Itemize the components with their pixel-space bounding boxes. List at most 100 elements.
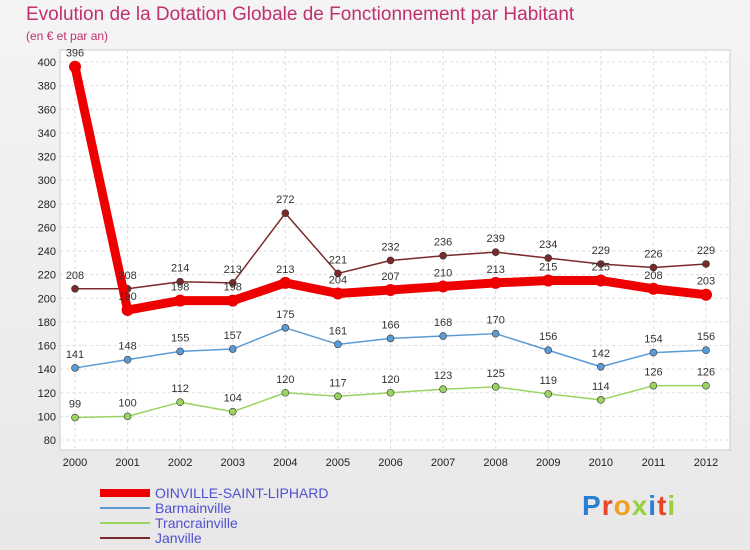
data-point-janville-2011 (649, 263, 658, 272)
data-point-janville-2009 (544, 254, 553, 262)
data-label-barmainville-2006: 166 (381, 319, 399, 331)
proxiti-logo: Proxiti (582, 490, 676, 522)
data-label-trancrainville-2001: 100 (118, 397, 136, 409)
y-tick-label-180: 180 (38, 317, 56, 329)
data-label-janville-2009: 234 (539, 239, 557, 251)
x-tick-label-2007: 2007 (431, 457, 455, 469)
y-tick-label-300: 300 (38, 175, 56, 187)
data-label-oinville-saint-liphard-2012: 203 (697, 276, 715, 288)
y-tick-label-260: 260 (38, 222, 56, 234)
data-label-barmainville-2012: 156 (697, 331, 715, 343)
y-axis: 80 100 120 140 160 180 200 220 240 260 280 300 320 34… (38, 57, 56, 447)
data-label-barmainville-2008: 170 (486, 315, 504, 327)
x-axis: 2000 2001 2002 2003 2004 2005 2006 2007 2008 2009… (63, 457, 718, 469)
data-label-trancrainville-2000: 99 (69, 399, 81, 411)
data-point-barmainville-2001 (123, 355, 132, 364)
data-point-oinville-saint-liphard-2006 (384, 283, 397, 296)
data-point-barmainville-2006 (386, 334, 395, 343)
x-tick-label-2006: 2006 (378, 457, 402, 469)
x-tick-label-2005: 2005 (326, 457, 350, 469)
data-point-oinville-saint-liphard-2003 (226, 294, 239, 307)
data-label-trancrainville-2004: 120 (276, 374, 294, 386)
data-point-barmainville-2008 (491, 329, 500, 338)
data-label-trancrainville-2005: 117 (329, 377, 347, 389)
legend-label-oinville-saint-liphard: OINVILLE-SAINT-LIPHARD (155, 485, 329, 501)
x-tick-label-2009: 2009 (536, 457, 560, 469)
y-tick-label-320: 320 (38, 152, 56, 164)
plot-area (59, 49, 731, 451)
data-point-oinville-saint-liphard-2004 (279, 276, 292, 289)
x-tick-label-2001: 2001 (115, 457, 139, 469)
data-point-oinville-saint-liphard-2010 (594, 274, 607, 287)
data-label-janville-2007: 236 (434, 237, 452, 249)
data-label-barmainville-2003: 157 (224, 330, 242, 342)
data-label-trancrainville-2009: 119 (539, 375, 557, 387)
data-point-trancrainville-2000 (71, 413, 79, 422)
data-point-barmainville-2012 (702, 346, 710, 355)
y-tick-label-280: 280 (38, 199, 56, 211)
y-tick-label-100: 100 (38, 411, 56, 423)
data-point-trancrainville-2009 (544, 390, 553, 398)
y-tick-label-380: 380 (38, 81, 56, 93)
legend-label-barmainville: Barmainville (155, 500, 231, 516)
data-label-trancrainville-2002: 112 (171, 383, 189, 395)
y-tick-label-240: 240 (38, 246, 56, 258)
y-tick-label-360: 360 (38, 104, 56, 116)
data-point-oinville-saint-liphard-2001 (121, 304, 134, 317)
data-label-janville-2012: 229 (697, 245, 715, 257)
chart-subtitle: (en € et par an) (26, 29, 109, 43)
data-label-trancrainville-2006: 120 (381, 374, 399, 386)
legend-label-trancrainville: Trancrainville (155, 515, 238, 531)
data-point-barmainville-2011 (649, 348, 658, 357)
data-point-trancrainville-2007 (439, 385, 447, 394)
y-tick-label-400: 400 (38, 57, 56, 69)
data-label-janville-2010: 229 (592, 245, 610, 257)
y-tick-label-140: 140 (38, 364, 56, 376)
x-tick-label-2004: 2004 (273, 457, 297, 469)
data-label-barmainville-2004: 175 (276, 309, 294, 321)
data-point-janville-2005 (334, 269, 342, 278)
data-label-janville-2006: 232 (381, 241, 399, 253)
x-tick-label-2003: 2003 (221, 457, 245, 469)
data-label-janville-2008: 239 (486, 233, 504, 245)
data-point-trancrainville-2011 (649, 381, 658, 390)
grid-lines (60, 50, 730, 450)
data-point-barmainville-2009 (544, 346, 553, 355)
series-group (69, 60, 712, 422)
data-label-oinville-saint-liphard-2003: 198 (224, 282, 242, 294)
data-point-barmainville-2003 (228, 345, 237, 353)
data-point-trancrainville-2005 (334, 392, 342, 401)
chart-title: Evolution de la Dotation Globale de Fonc… (26, 4, 575, 25)
data-point-oinville-saint-liphard-2011 (647, 282, 660, 295)
data-label-trancrainville-2012: 126 (697, 367, 715, 379)
data-point-barmainville-2000 (71, 364, 79, 372)
data-label-barmainville-2009: 156 (539, 331, 557, 343)
value-labels: 208 208 214 213 272 221 232 236 239 234 229 226 229 9… (66, 48, 715, 411)
data-point-trancrainville-2002 (176, 398, 184, 407)
data-point-oinville-saint-liphard-2007 (437, 280, 450, 293)
data-label-janville-2005: 221 (329, 254, 347, 266)
y-tick-label-80: 80 (44, 435, 56, 447)
x-tick-label-2008: 2008 (483, 457, 507, 469)
x-tick-label-2000: 2000 (63, 457, 87, 469)
data-point-oinville-saint-liphard-2012 (700, 288, 712, 301)
data-point-barmainville-2007 (439, 332, 447, 340)
data-label-janville-2002: 214 (171, 263, 189, 275)
logo-letter: P (582, 490, 602, 521)
data-point-trancrainville-2012 (702, 381, 710, 390)
data-label-barmainville-2011: 154 (644, 334, 662, 346)
x-tick-label-2011: 2011 (642, 457, 666, 469)
logo-letter: o (613, 490, 632, 521)
logo-letter: t (657, 490, 668, 521)
data-point-barmainville-2005 (334, 340, 342, 349)
data-label-oinville-saint-liphard-2008: 213 (486, 264, 504, 276)
data-point-trancrainville-2010 (597, 396, 605, 404)
y-tick-label-340: 340 (38, 128, 56, 140)
logo-letter: x (631, 490, 649, 521)
data-point-oinville-saint-liphard-2005 (331, 287, 344, 300)
data-label-oinville-saint-liphard-2010: 215 (592, 262, 610, 274)
data-label-oinville-saint-liphard-2004: 213 (276, 264, 294, 276)
data-point-trancrainville-2004 (281, 388, 290, 397)
data-label-trancrainville-2003: 104 (224, 393, 242, 405)
